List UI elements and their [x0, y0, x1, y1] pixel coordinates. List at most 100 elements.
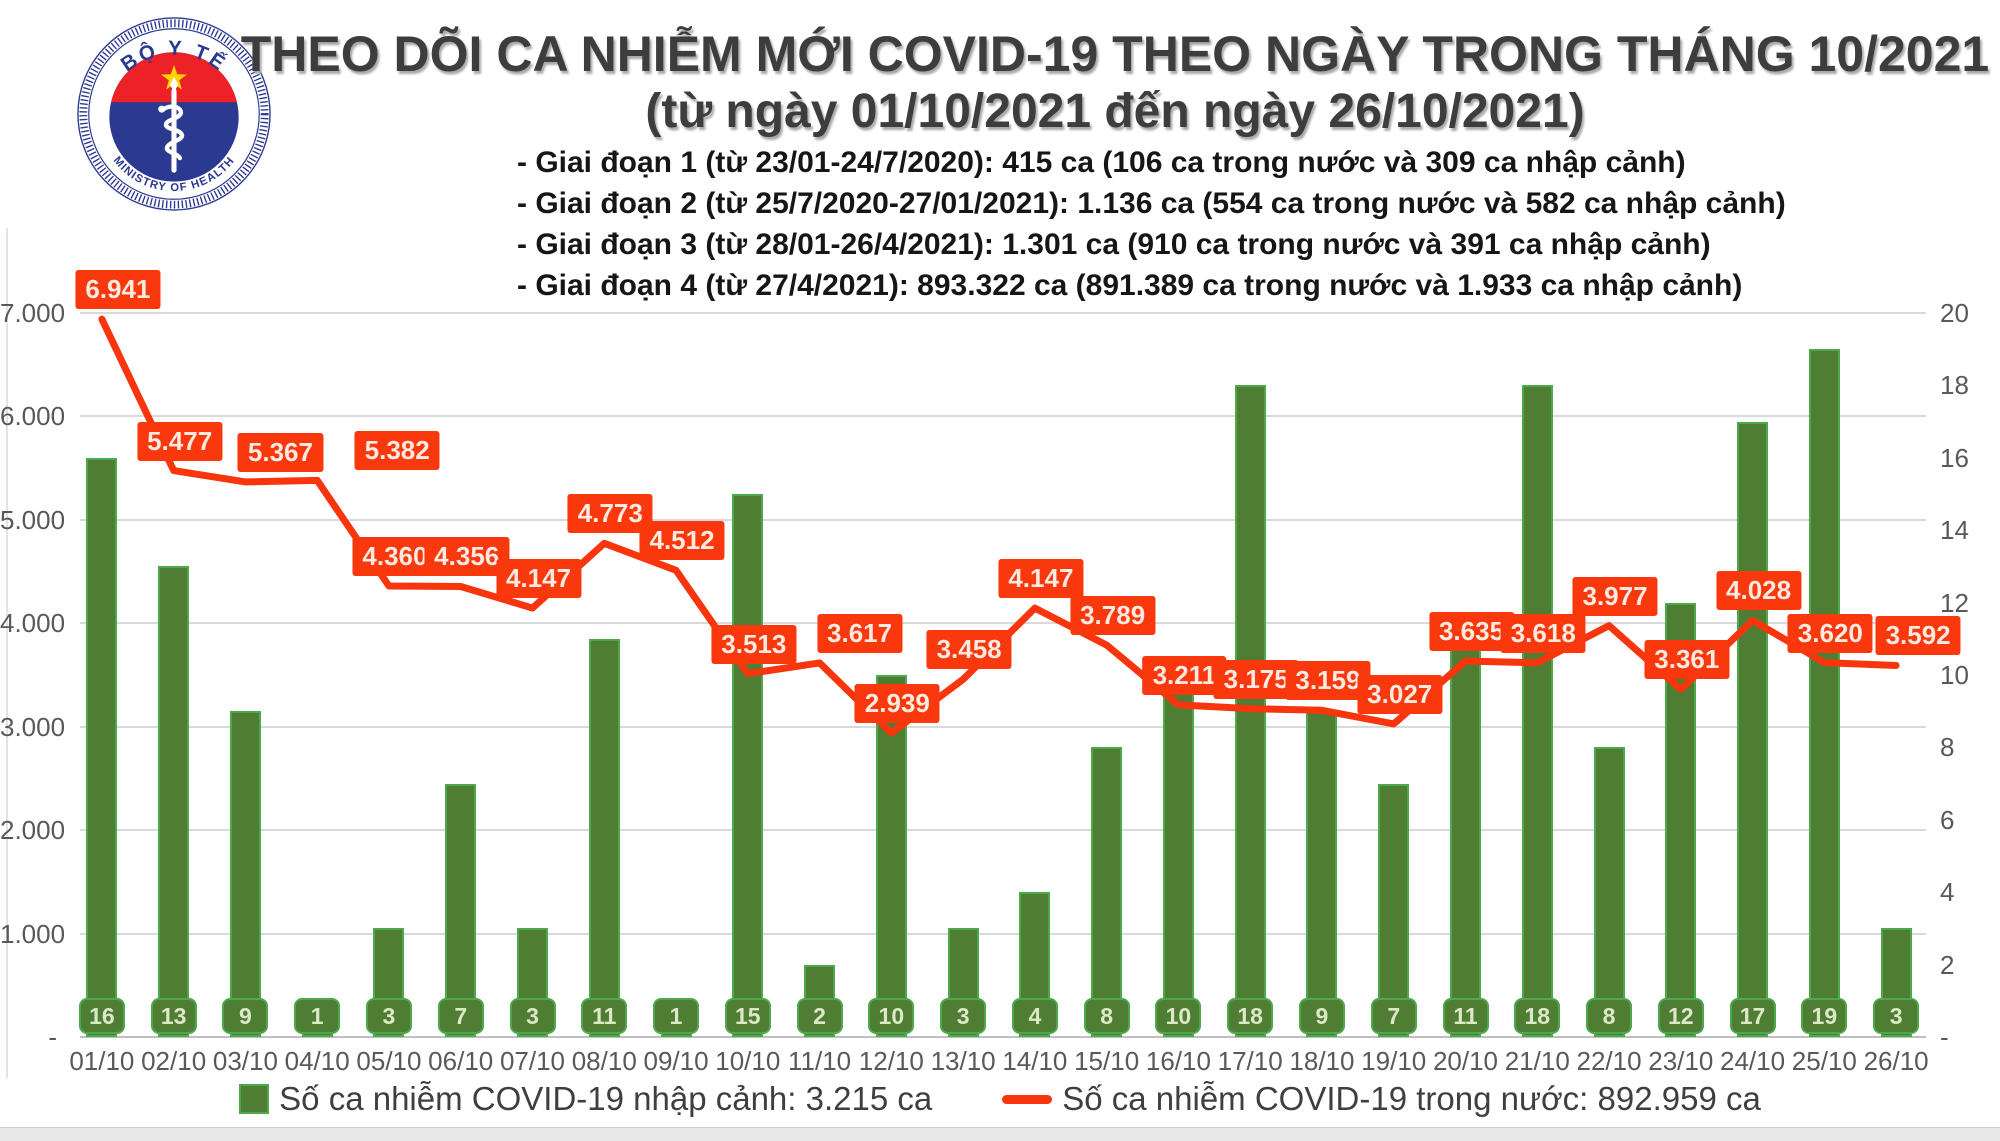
x-axis-label: 01/10: [69, 1046, 135, 1076]
bar: [1234, 385, 1266, 1037]
line-data-label: 3.977: [1572, 576, 1658, 616]
bar-value-badge: 17: [1729, 998, 1776, 1034]
right-axis-tick: 18: [1940, 370, 1969, 401]
legend-domestic-label: Số ca nhiễm COVID-19 trong nước: 892.959…: [1062, 1080, 1761, 1117]
baseline: [80, 1036, 1926, 1038]
left-axis-tick: 7.000: [0, 298, 66, 328]
bar-value-badge: 18: [1514, 998, 1561, 1034]
left-axis-tick: 6.000: [0, 401, 66, 432]
note-phase-2: - Giai đoạn 2 (từ 25/7/2020-27/01/2021):…: [517, 187, 1786, 220]
bar: [1808, 349, 1840, 1037]
bar: [875, 675, 907, 1037]
bar-value-badge: 1: [653, 998, 700, 1034]
bar-value-badge: 13: [150, 998, 197, 1034]
bar: [229, 711, 261, 1037]
x-axis-label: 10/10: [715, 1046, 781, 1076]
bar-value-badge: 3: [940, 998, 987, 1034]
x-axis-label: 03/10: [212, 1046, 278, 1076]
note-phase-4: - Giai đoạn 4 (từ 27/4/2021): 893.322 ca…: [517, 269, 1743, 302]
bar-swatch-icon: [239, 1084, 270, 1114]
left-axis-tick: 1.000: [0, 918, 66, 949]
gridline: [80, 312, 1926, 314]
bar-value-badge: 3: [365, 998, 412, 1034]
logo-inner-ring: [88, 28, 260, 200]
line-data-label: 6.941: [75, 270, 161, 310]
bar-value-badge: 7: [1370, 998, 1417, 1034]
x-axis-label: 02/10: [141, 1046, 207, 1076]
chart-left-edge: [6, 228, 8, 1078]
right-axis-tick: 10: [1940, 660, 1969, 690]
right-axis-tick: 6: [1940, 804, 1955, 835]
x-axis-label: 07/10: [499, 1046, 566, 1076]
bar-value-badge: 19: [1801, 998, 1848, 1034]
bar-value-badge: 18: [1227, 998, 1274, 1034]
line-data-label: 2.939: [854, 684, 940, 724]
bar-value-badge: 2: [796, 998, 843, 1034]
x-axis-label: 05/10: [356, 1046, 422, 1076]
x-axis-label: 26/10: [1863, 1046, 1929, 1076]
line-data-label: 3.618: [1500, 613, 1586, 653]
legend-imported-label: Số ca nhiễm COVID-19 nhập cảnh: 3.215 ca: [279, 1080, 933, 1117]
line-swatch-icon: [1002, 1094, 1053, 1104]
chart-legend: Số ca nhiễm COVID-19 nhập cảnh: 3.215 ca…: [0, 1080, 2000, 1118]
line-data-label: 3.617: [817, 613, 903, 653]
page-subtitle: (từ ngày 01/10/2021 đến ngày 26/10/2021): [645, 85, 1585, 138]
gridline: [80, 415, 1926, 418]
bar: [158, 566, 190, 1037]
left-axis-tick: 2.000: [0, 815, 66, 846]
x-axis-label: 11/10: [787, 1046, 852, 1076]
x-axis-label: 21/10: [1504, 1046, 1570, 1076]
bar: [1091, 747, 1123, 1037]
line-data-label: 4.147: [495, 559, 582, 599]
line-data-label: 4.147: [998, 559, 1084, 599]
phase-notes: - Giai đoạn 1 (từ 23/01-24/7/2020): 415 …: [517, 142, 1786, 306]
x-axis-label: 22/10: [1576, 1046, 1642, 1076]
bar-value-badge: 8: [1586, 998, 1633, 1034]
right-axis-tick: 14: [1940, 515, 1969, 546]
line-data-label: 3.458: [926, 630, 1012, 670]
x-axis-label: 09/10: [643, 1046, 709, 1076]
x-axis-label: 24/10: [1720, 1046, 1786, 1076]
bar-value-badge: 1: [294, 998, 341, 1034]
right-axis-tick: 20: [1940, 298, 1969, 328]
ministry-of-health-logo: BỘ Y TẾ MINISTRY OF HEALTH: [77, 17, 271, 211]
x-axis-label: 06/10: [428, 1046, 494, 1076]
line-data-label: 4.512: [639, 521, 725, 561]
note-phase-1: - Giai đoạn 1 (từ 23/01-24/7/2020): 415 …: [517, 146, 1686, 179]
line-data-label: 4.028: [1716, 571, 1802, 611]
gridline: [80, 829, 1926, 832]
line-data-label: 5.382: [354, 431, 440, 471]
line-data-label: 5.477: [137, 421, 223, 461]
bar-value-badge: 12: [1657, 998, 1704, 1034]
x-axis-label: 18/10: [1289, 1046, 1355, 1076]
bar-value-badge: 11: [581, 998, 628, 1034]
bar: [588, 638, 620, 1037]
line-data-label: 3.620: [1787, 613, 1873, 653]
x-axis-label: 25/10: [1791, 1046, 1857, 1076]
bar-value-badge: 15: [724, 998, 771, 1034]
x-axis-label: 13/10: [930, 1046, 996, 1076]
bar-value-badge: 7: [437, 998, 484, 1034]
bar-value-badge: 3: [509, 998, 556, 1034]
bar-value-badge: 9: [222, 998, 269, 1034]
bar-value-badge: 16: [78, 998, 125, 1034]
bar: [1306, 711, 1338, 1037]
bar: [1593, 747, 1625, 1037]
right-axis-tick: 4: [1940, 877, 1955, 908]
bar-value-badge: 8: [1083, 998, 1130, 1034]
bar: [86, 457, 118, 1037]
bar-value-badge: 10: [868, 998, 915, 1034]
x-axis-label: 08/10: [571, 1046, 637, 1076]
bar: [1450, 638, 1481, 1037]
x-axis-label: 14/10: [1002, 1046, 1068, 1076]
x-axis-label: 16/10: [1145, 1046, 1211, 1076]
logo-snake-head: [158, 105, 166, 113]
gridline: [80, 622, 1926, 625]
logo-snake-icon: [160, 104, 185, 161]
bar: [1162, 675, 1194, 1037]
gridline: [80, 725, 1926, 728]
bar-value-badge: 10: [1155, 998, 1202, 1034]
x-axis-label: 12/10: [858, 1046, 924, 1076]
bar: [732, 494, 764, 1037]
bar-value-badge: 9: [1298, 998, 1345, 1034]
